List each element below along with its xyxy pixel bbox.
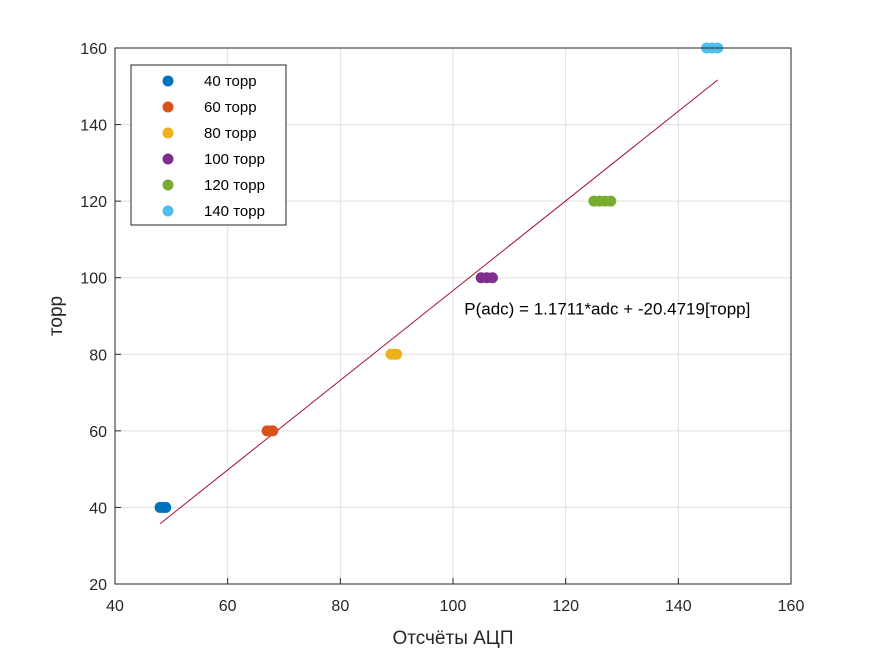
x-tick-label: 100 <box>440 598 467 615</box>
legend-marker <box>162 179 174 191</box>
legend-label: 80 торр <box>204 125 257 142</box>
x-tick-label: 60 <box>219 598 237 615</box>
data-point <box>267 425 279 437</box>
data-point <box>391 348 403 360</box>
y-tick-label: 80 <box>89 347 107 364</box>
data-point <box>605 195 617 207</box>
fit-line-layer <box>159 79 719 525</box>
data-points <box>154 42 724 513</box>
x-tick-label: 160 <box>778 598 805 615</box>
y-tick-label: 160 <box>80 41 107 58</box>
y-axis-label: торр <box>46 296 67 336</box>
legend-marker <box>162 75 174 87</box>
data-point <box>160 501 172 513</box>
y-tick-label: 140 <box>80 118 107 135</box>
legend-label: 40 торр <box>204 73 257 90</box>
y-tick-label: 60 <box>89 424 107 441</box>
legend-marker <box>162 127 174 139</box>
fit-equation-annotation: P(adc) = 1.1711*adc + -20.4719[торр] <box>464 299 750 318</box>
y-tick-label: 40 <box>89 500 107 517</box>
y-tick-label: 100 <box>80 271 107 288</box>
fit-line <box>159 79 719 525</box>
legend-label: 60 торр <box>204 99 257 116</box>
x-tick-label: 40 <box>106 598 124 615</box>
legend-label: 100 торр <box>204 151 265 168</box>
y-tick-label: 120 <box>80 194 107 211</box>
x-axis-label: Отсчёты АЦП <box>392 628 513 649</box>
axis-ticks: 40 60 80 100 120 140 160 20 40 60 80 100 120 140 160 <box>80 41 804 615</box>
legend: 40 торр 60 торр 80 торр 100 торр 120 торр 140… <box>130 64 287 226</box>
x-tick-label: 140 <box>665 598 692 615</box>
legend-marker <box>162 153 174 165</box>
x-tick-label: 80 <box>331 598 349 615</box>
legend-label: 120 торр <box>204 177 265 194</box>
legend-marker <box>162 101 174 113</box>
data-point <box>486 272 498 284</box>
legend-label: 140 торр <box>204 203 265 220</box>
y-tick-label: 20 <box>89 577 107 594</box>
legend-marker <box>162 205 174 217</box>
x-tick-label: 120 <box>552 598 579 615</box>
legend-box <box>130 64 287 226</box>
